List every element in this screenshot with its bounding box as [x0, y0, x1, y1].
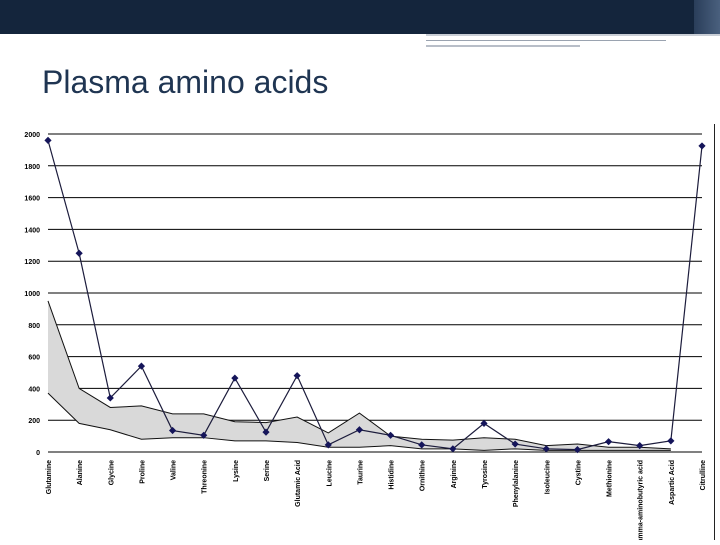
y-tick-label: 400 — [28, 386, 40, 393]
x-tick-label: Leucine — [326, 460, 333, 487]
data-point-marker — [449, 445, 457, 453]
x-tick-label: Arginine — [451, 460, 458, 488]
data-point-marker — [262, 428, 270, 436]
x-tick-label: Histidine — [389, 460, 396, 490]
line-chart: 0 200 400 600 800 1000 1200 1400 1600 1800 2000 Gl… — [24, 132, 707, 545]
data-point-marker — [106, 394, 114, 402]
y-tick-label: 200 — [28, 418, 40, 425]
header-rule — [426, 45, 580, 47]
x-tick-label: Ornithine — [420, 460, 427, 491]
data-point-marker — [667, 437, 675, 445]
x-tick-label: Aspartic Acid — [669, 460, 676, 505]
data-point-marker — [511, 440, 519, 448]
x-tick-label: Proline — [139, 460, 146, 484]
data-point-marker — [293, 372, 301, 380]
normal-range-area — [48, 300, 671, 451]
x-tick-label: Lysine — [233, 460, 240, 482]
series-line — [47, 140, 703, 451]
data-point-marker — [418, 441, 426, 449]
gridlines — [48, 133, 702, 453]
y-tick-label: 1000 — [24, 291, 40, 298]
data-point-marker — [324, 441, 332, 449]
y-tick-label: 1600 — [24, 196, 40, 203]
x-tick-label: Taurine — [357, 460, 364, 485]
data-point-marker — [604, 438, 613, 446]
y-tick-label: 1400 — [24, 227, 40, 234]
y-tick-label: 1200 — [24, 259, 40, 266]
x-tick-label: Glutamic Acid — [295, 460, 302, 507]
data-point-marker — [480, 419, 488, 427]
data-point-marker — [75, 249, 83, 257]
y-tick-label: 800 — [28, 323, 40, 330]
header-bar — [0, 0, 720, 34]
series-markers — [44, 136, 706, 454]
x-tick-labels: Glutamine Alanine Glycine Proline Valine Thre… — [46, 460, 707, 545]
x-tick-label: Gamma-aminobutyric acid — [638, 460, 645, 540]
header-rule — [426, 34, 720, 36]
x-tick-label: Valine — [171, 460, 178, 480]
data-point-marker — [231, 374, 239, 382]
normal-range-lower-line — [47, 392, 671, 451]
x-tick-label: Serine — [264, 460, 271, 482]
data-point-marker — [698, 142, 706, 150]
x-tick-label: Alanine — [77, 460, 84, 485]
x-tick-label: Phenylalanine — [513, 460, 520, 507]
data-point-marker — [573, 446, 582, 454]
slide-edge — [714, 124, 715, 540]
header-rule — [426, 40, 666, 41]
y-tick-label: 0 — [36, 450, 40, 457]
series-line-path — [47, 140, 703, 451]
y-tick-labels: 0 200 400 600 800 1000 1200 1400 1600 1800 2000 — [24, 132, 40, 457]
header-accent — [694, 0, 720, 34]
x-tick-label: Methionine — [607, 460, 614, 497]
normal-range-band — [47, 300, 671, 451]
data-point-marker — [386, 431, 395, 439]
x-tick-label: Threonine — [202, 460, 209, 494]
data-point-marker — [137, 362, 146, 370]
data-point-marker — [636, 442, 644, 450]
x-tick-label: Isoleucine — [544, 460, 551, 494]
normal-range-upper-line — [47, 300, 671, 450]
x-tick-label: Glycine — [108, 460, 115, 485]
x-tick-label: Glutamine — [46, 460, 53, 494]
x-tick-label: Cystine — [575, 460, 582, 485]
y-tick-label: 2000 — [24, 132, 40, 139]
data-point-marker — [542, 445, 550, 453]
y-tick-label: 600 — [28, 355, 40, 362]
data-point-marker — [44, 136, 52, 144]
chart-area: 0 200 400 600 800 1000 1200 1400 1600 1800 2000 Gl… — [0, 118, 720, 545]
slide-title: Plasma amino acids — [42, 64, 329, 100]
x-tick-label: Tyrosine — [482, 460, 489, 489]
x-tick-label: Citrulline — [700, 460, 707, 490]
data-point-marker — [355, 426, 364, 434]
y-tick-label: 1800 — [24, 164, 40, 171]
data-point-marker — [200, 431, 208, 439]
data-point-marker — [168, 426, 177, 435]
